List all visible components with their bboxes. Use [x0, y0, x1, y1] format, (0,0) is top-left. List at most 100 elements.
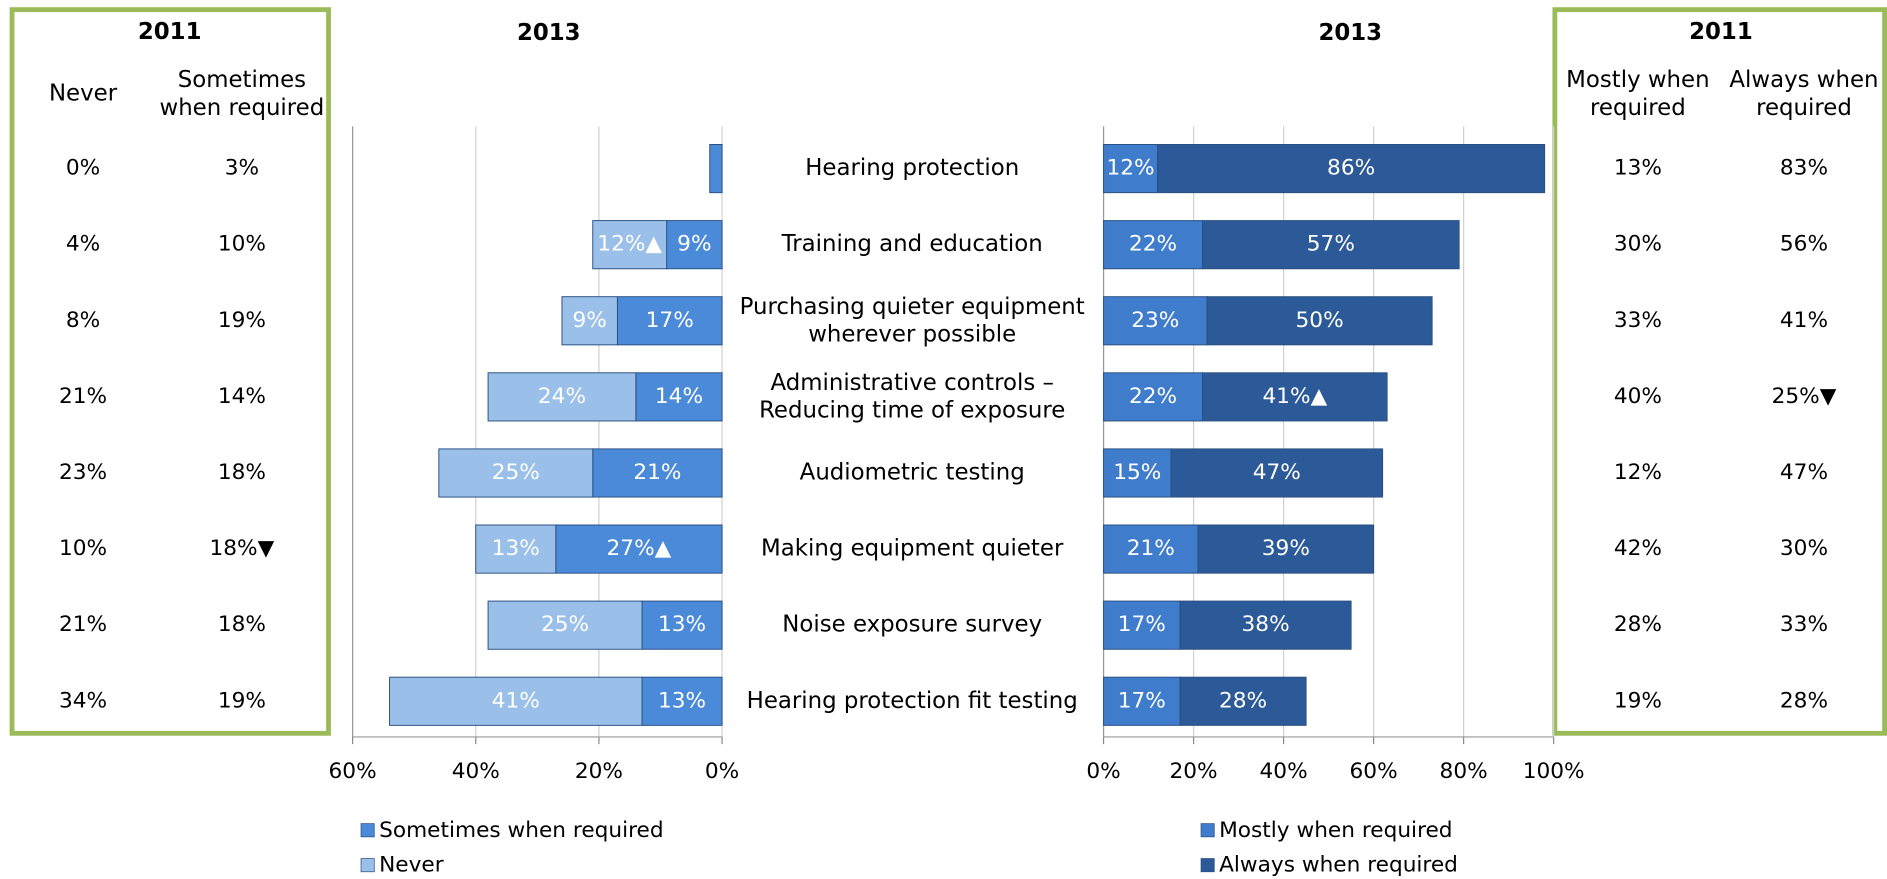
bar: [1103, 220, 1204, 270]
data-label: 39%: [1262, 536, 1310, 561]
data-label: 12%▲: [597, 232, 662, 257]
bar: [1170, 448, 1384, 498]
table-cell: 19%: [1614, 688, 1662, 713]
category-label: Audiometric testing: [800, 459, 1025, 485]
data-label: 21%: [633, 460, 681, 485]
category-label: Purchasing quieter equipment wherever pos…: [740, 293, 1085, 347]
table-cell: 21%: [59, 612, 107, 637]
category-label: Noise exposure survey: [782, 612, 1042, 638]
legend-swatch: [360, 823, 375, 838]
bar: [666, 220, 723, 270]
bar: [641, 600, 723, 650]
table-cell: 28%: [1780, 688, 1828, 713]
data-label: 17%: [1118, 688, 1166, 713]
table-title: 2011: [1689, 19, 1753, 45]
legend-label: Always when required: [1219, 853, 1458, 878]
bar: [1202, 220, 1460, 270]
data-label: 13%: [658, 688, 706, 713]
bar: [1157, 144, 1546, 194]
table-cell: 18%: [218, 460, 266, 485]
table-cell: 19%: [218, 308, 266, 333]
data-label: 25%: [492, 460, 540, 485]
table-cell: 0%: [66, 156, 100, 181]
table-frame: [9, 7, 331, 736]
data-label: 22%: [1129, 384, 1177, 409]
table-cell: 14%: [218, 384, 266, 409]
bar: [389, 676, 643, 726]
table-cell: 40%: [1614, 384, 1662, 409]
data-label: 12%: [1106, 156, 1154, 181]
data-label: 9%: [677, 232, 711, 257]
legend-label: Mostly when required: [1219, 818, 1452, 843]
table-cell: 33%: [1614, 308, 1662, 333]
data-label: 27%▲: [607, 536, 672, 561]
bar: [1103, 448, 1172, 498]
x-tick-label: 0%: [1086, 759, 1120, 784]
category-label: Hearing protection fit testing: [747, 688, 1078, 714]
data-label: 86%: [1327, 156, 1375, 181]
table-header: Always when required: [1729, 67, 1878, 121]
table-frame: [1552, 7, 1887, 736]
bar: [1179, 676, 1307, 726]
bar: [592, 448, 723, 498]
table-cell: 33%: [1780, 612, 1828, 637]
data-label: 50%: [1296, 308, 1344, 333]
bar: [438, 448, 594, 498]
table-cell: 47%: [1780, 460, 1828, 485]
bar: [709, 144, 723, 194]
category-label: Making equipment quieter: [761, 536, 1064, 562]
x-tick-label: 60%: [329, 759, 377, 784]
table-title: 2011: [138, 19, 202, 45]
legend-label: Never: [379, 853, 444, 878]
category-label: Administrative controls – Reducing time o…: [759, 370, 1065, 424]
data-label: 22%: [1129, 232, 1177, 257]
category-label: Hearing protection: [805, 155, 1019, 181]
bar: [1197, 524, 1375, 574]
legend-swatch: [1200, 858, 1215, 873]
x-tick-label: 40%: [452, 759, 500, 784]
table-header: Mostly when required: [1566, 67, 1709, 121]
data-label: 17%: [646, 308, 694, 333]
data-label: 21%: [1127, 536, 1175, 561]
data-label: 28%: [1219, 688, 1267, 713]
data-label: 9%: [573, 308, 607, 333]
table-cell: 41%: [1780, 308, 1828, 333]
data-label: 41%: [492, 688, 540, 713]
bar: [487, 600, 643, 650]
legend-swatch: [1200, 823, 1215, 838]
category-label: Training and education: [781, 231, 1043, 257]
bar: [1103, 676, 1181, 726]
data-label: 14%: [655, 384, 703, 409]
bar: [475, 524, 557, 574]
data-label: 15%: [1113, 460, 1161, 485]
table-cell: 83%: [1780, 156, 1828, 181]
x-tick-label: 100%: [1523, 759, 1585, 784]
table-cell: 21%: [59, 384, 107, 409]
table-cell: 30%: [1780, 536, 1828, 561]
x-tick-label: 60%: [1350, 759, 1398, 784]
data-label: 24%: [538, 384, 586, 409]
table-cell: 56%: [1780, 232, 1828, 257]
data-label: 38%: [1242, 612, 1290, 637]
table-cell: 8%: [66, 308, 100, 333]
table-cell: 13%: [1614, 156, 1662, 181]
data-label: 41%▲: [1262, 384, 1327, 409]
bar: [1103, 524, 1199, 574]
data-label: 17%: [1118, 612, 1166, 637]
x-tick-label: 20%: [1170, 759, 1218, 784]
table-cell: 28%: [1614, 612, 1662, 637]
table-header: Sometimes when required: [160, 67, 325, 121]
data-label: 23%: [1131, 308, 1179, 333]
x-tick-label: 0%: [705, 759, 739, 784]
x-tick-label: 20%: [575, 759, 623, 784]
table-cell: 4%: [66, 232, 100, 257]
bar: [1103, 372, 1204, 422]
data-label: 13%: [492, 536, 540, 561]
table-cell: 18%▼: [210, 536, 275, 561]
x-tick-label: 40%: [1260, 759, 1308, 784]
table-cell: 34%: [59, 688, 107, 713]
legend-swatch: [360, 858, 375, 873]
chart-title: 2013: [1318, 20, 1382, 46]
